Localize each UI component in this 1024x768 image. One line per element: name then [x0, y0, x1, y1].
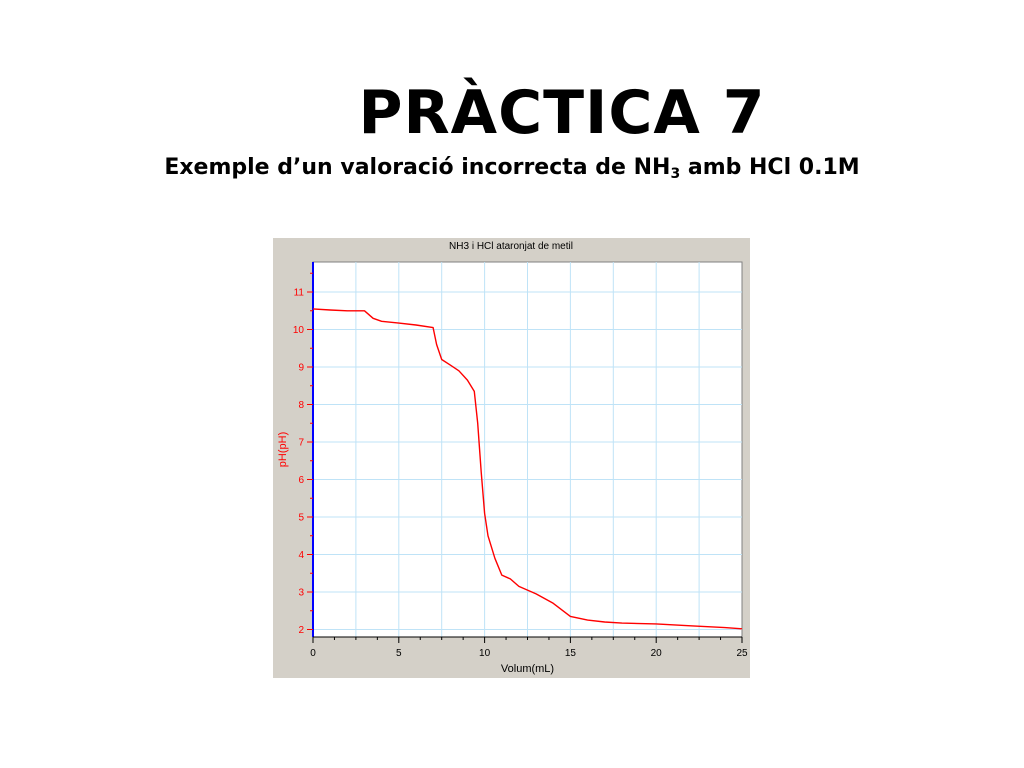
chart-svg: NH3 i HCl ataronjat de metil 2 3 4 5 6 7 8 9 10 1… [273, 238, 750, 678]
titration-curve [312, 308, 743, 630]
y-axis-label: pH(pH) [277, 432, 289, 467]
y-tick-label: 8 [298, 400, 304, 411]
y-tick-label: 6 [298, 475, 304, 486]
y-tick-label: 3 [298, 588, 304, 599]
x-tick-label: 20 [651, 648, 663, 659]
x-tick-label: 25 [736, 648, 748, 659]
x-tick-label: 5 [396, 648, 402, 659]
x-tick-label: 15 [565, 648, 577, 659]
curve-layer [312, 308, 743, 630]
x-axis-label: Volum(mL) [501, 663, 554, 675]
subtitle-subscript: 3 [670, 166, 681, 182]
slide-title: PRÀCTICA 7 [358, 78, 766, 148]
subtitle-suffix: amb HCl 0.1M [680, 155, 860, 180]
x-tick-label: 10 [479, 648, 491, 659]
slide-subtitle: Exemple d’un valoració incorrecta de NH3… [0, 155, 1024, 182]
y-tick-label: 4 [298, 550, 304, 561]
subtitle-prefix: Exemple d’un valoració incorrecta de NH [164, 155, 671, 180]
y-tick-label: 9 [298, 363, 304, 374]
titration-chart: NH3 i HCl ataronjat de metil 2 3 4 5 6 7 8 9 10 1… [273, 238, 750, 678]
grid [313, 262, 742, 637]
chart-title: NH3 i HCl ataronjat de metil [449, 241, 573, 252]
y-tick-label: 2 [298, 625, 304, 636]
y-tick-label: 7 [298, 438, 304, 449]
axes: 2 3 4 5 6 7 8 9 10 11 0 5 10 15 20 25 [293, 262, 748, 659]
y-tick-label: 10 [293, 325, 305, 336]
x-tick-label: 0 [310, 648, 316, 659]
y-tick-label: 5 [298, 513, 304, 524]
y-tick-label: 11 [294, 288, 305, 299]
